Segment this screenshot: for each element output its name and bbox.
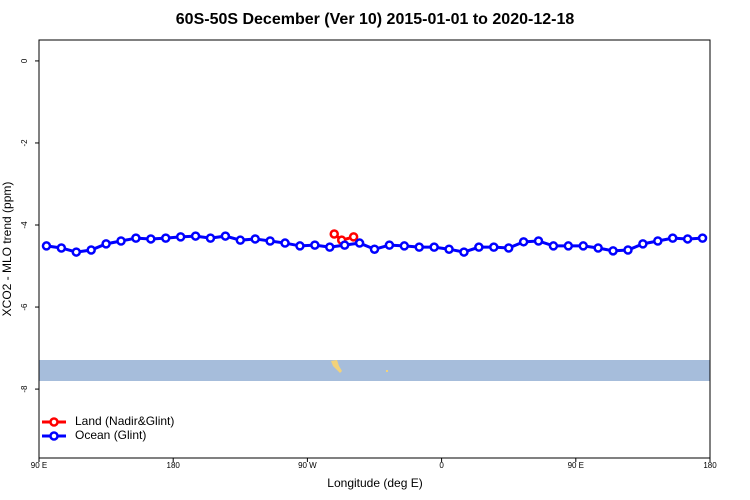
point: [101, 239, 111, 249]
point: [295, 241, 305, 251]
point: [354, 238, 365, 248]
map-land: [331, 360, 342, 373]
legend-marker: [49, 417, 59, 427]
point: [429, 242, 439, 252]
point: [71, 247, 82, 257]
legend-label: Ocean (Glint): [75, 428, 146, 442]
x-axis-label: Longitude (deg E): [327, 476, 422, 490]
point: [56, 243, 67, 253]
x-tick-label: 0: [439, 461, 444, 470]
point: [310, 240, 320, 250]
point: [682, 234, 693, 244]
x-tick-label: 180: [703, 461, 717, 470]
point: [503, 243, 514, 253]
point: [280, 238, 290, 248]
point: [489, 242, 499, 252]
point: [518, 237, 529, 247]
point: [459, 247, 469, 257]
point: [41, 241, 52, 251]
point: [384, 240, 395, 250]
point: [160, 233, 171, 243]
point: [250, 234, 260, 244]
map-land: [386, 370, 388, 372]
point: [444, 244, 454, 254]
point: [578, 241, 589, 251]
point: [593, 243, 603, 253]
point: [414, 242, 424, 252]
point: [474, 242, 484, 252]
point: [533, 236, 544, 246]
point: [131, 233, 141, 243]
chart-title: 60S-50S December (Ver 10) 2015-01-01 to …: [176, 11, 575, 28]
y-tick-label: -2: [20, 139, 29, 147]
y-tick-label: 0: [20, 58, 29, 63]
x-tick-label: 90 E: [31, 461, 47, 470]
point: [399, 241, 410, 251]
point: [623, 245, 633, 255]
legend-label: Land (Nadir&Glint): [75, 414, 174, 428]
x-tick-label: 90 W: [298, 461, 317, 470]
point: [369, 244, 380, 254]
map-strip: [39, 360, 710, 381]
point: [265, 236, 275, 246]
point: [339, 240, 350, 250]
point: [563, 241, 574, 251]
point: [116, 236, 126, 246]
plot-frame: [38, 39, 711, 459]
point: [205, 233, 216, 243]
y-tick-label: -6: [20, 303, 29, 311]
point: [653, 236, 663, 246]
point: [667, 233, 678, 243]
x-tick-label: 180: [167, 461, 181, 470]
point: [348, 232, 359, 242]
point: [86, 245, 96, 255]
point: [697, 233, 708, 243]
point: [146, 234, 156, 244]
legend-marker: [49, 431, 59, 441]
point: [548, 241, 559, 251]
x-tick-label: 90 E: [568, 461, 584, 470]
y-tick-label: -8: [20, 385, 29, 393]
y-axis-label: XCO2 - MLO trend (ppm): [0, 182, 14, 317]
point: [175, 232, 186, 242]
y-tick-label: -4: [20, 221, 29, 229]
point: [220, 231, 231, 241]
point: [329, 229, 339, 239]
point: [190, 231, 201, 241]
point: [638, 239, 648, 249]
point: [235, 235, 246, 245]
point: [325, 242, 335, 252]
point: [608, 246, 618, 256]
